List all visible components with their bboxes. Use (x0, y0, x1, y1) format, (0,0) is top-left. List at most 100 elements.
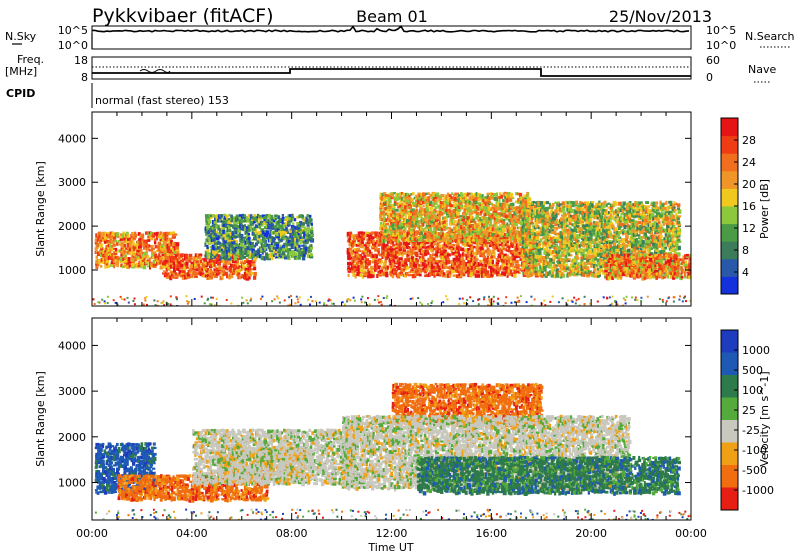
power-cell (470, 192, 473, 197)
power-cell (443, 249, 447, 254)
power-cell (215, 257, 219, 261)
power-cell (238, 265, 243, 268)
power-cell (521, 218, 526, 221)
power-cell (303, 226, 307, 231)
power-cell (415, 240, 419, 243)
power-cell (276, 220, 279, 224)
power-cell (107, 246, 110, 249)
power-cell (382, 261, 386, 267)
power-cell (525, 209, 529, 212)
power-cell (240, 238, 244, 244)
power-cell (380, 248, 384, 253)
power-cell (424, 196, 428, 201)
power-cell (204, 250, 208, 255)
power-cell (519, 258, 523, 261)
power-cell (222, 273, 225, 276)
power-cell (244, 274, 248, 277)
power-cell (392, 267, 395, 270)
power-cell (222, 260, 226, 264)
power-cell (359, 241, 362, 246)
power-cell (206, 234, 210, 239)
power-cell (553, 248, 556, 252)
power-cell (400, 268, 404, 272)
power-cell (517, 198, 521, 202)
power-cell (284, 235, 288, 238)
power-cell (452, 200, 456, 204)
power-cell (473, 246, 477, 249)
power-cell (461, 198, 465, 202)
power-cell (561, 222, 565, 227)
power-cell (459, 204, 463, 208)
power-cell (420, 238, 423, 241)
power-cell (434, 265, 438, 270)
power-cell (388, 192, 391, 195)
power-cell (416, 259, 420, 263)
power-cell (235, 270, 238, 274)
power-cell (209, 216, 213, 219)
power-cell (205, 238, 208, 241)
power-cell (477, 218, 481, 222)
power-cell (139, 260, 143, 264)
power-cell (551, 217, 555, 221)
power-cell (449, 267, 452, 272)
power-cell (445, 257, 449, 262)
power-cell (548, 261, 553, 267)
power-cell (397, 192, 401, 195)
power-cell (406, 204, 410, 209)
power-cell (471, 259, 476, 264)
power-cell (166, 260, 170, 263)
power-cell (145, 231, 149, 235)
power-cell (492, 243, 495, 249)
power-cell (375, 260, 380, 265)
power-cell (468, 224, 472, 229)
power-cell (168, 259, 171, 262)
power-cell (263, 237, 266, 242)
power-cell (204, 242, 207, 247)
power-cell (473, 230, 478, 233)
power-cell (547, 242, 550, 245)
power-cell (552, 218, 556, 222)
power-cell (502, 208, 507, 213)
power-cell (548, 240, 553, 244)
power-cell (420, 194, 424, 198)
power-cell (209, 245, 214, 248)
power-cell (506, 271, 509, 276)
power-cell (348, 254, 351, 257)
power-cell (206, 216, 211, 221)
power-cell (406, 250, 411, 254)
power-cell (179, 265, 184, 270)
power-cell (102, 257, 106, 260)
power-cell (297, 226, 301, 230)
power-cell (350, 255, 353, 260)
power-cell (429, 200, 433, 205)
power-cell (400, 257, 403, 261)
power-cell (448, 265, 453, 270)
power-cell (521, 229, 524, 234)
power-cell (530, 256, 535, 259)
power-cell (148, 257, 151, 262)
power-cell (509, 214, 512, 218)
power-cell (355, 255, 359, 260)
power-cell (471, 251, 475, 255)
power-cell (511, 214, 515, 218)
power-cell (545, 263, 549, 268)
power-cell (409, 228, 413, 232)
power-cell (511, 259, 516, 264)
power-cell (503, 272, 506, 276)
power-cell (470, 196, 473, 201)
power-cell (555, 274, 560, 278)
power-cell (517, 247, 520, 251)
power-cell (470, 247, 474, 251)
power-cell (131, 236, 134, 239)
power-cell (553, 236, 558, 239)
power-cell (453, 235, 457, 240)
power-cell (354, 273, 357, 279)
power-cell (518, 210, 522, 213)
power-cell (512, 216, 516, 221)
freq-label: Freq. (17, 53, 44, 66)
power-cell (290, 244, 295, 249)
power-cell (490, 192, 493, 195)
power-cell (440, 220, 444, 223)
power-cell (210, 271, 213, 275)
